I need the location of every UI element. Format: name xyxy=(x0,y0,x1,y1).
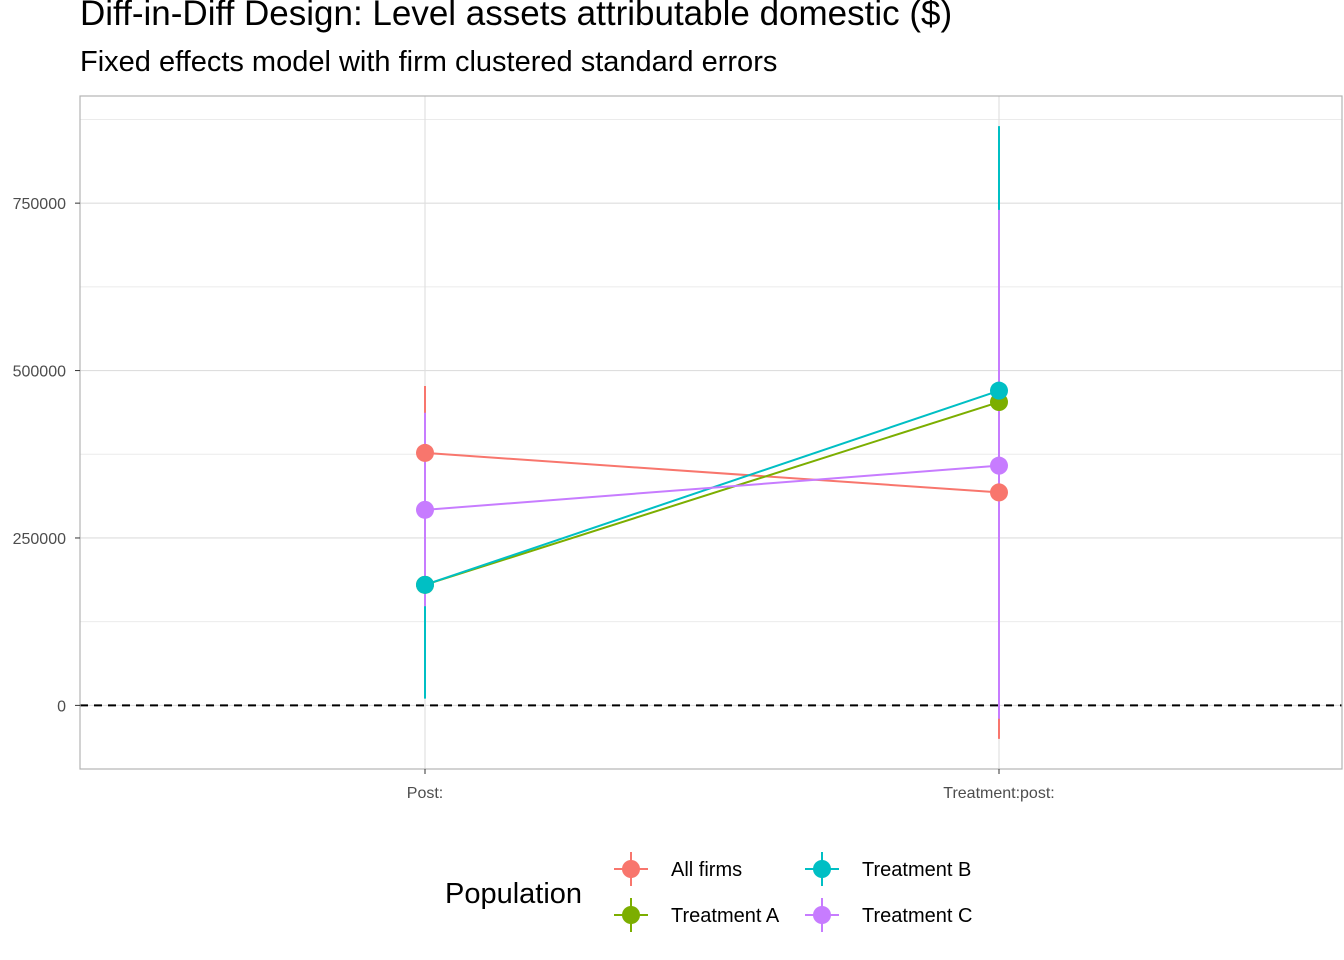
point-all-firms xyxy=(416,443,434,462)
legend-title: Population xyxy=(445,878,582,910)
point-treatment-c xyxy=(990,456,1008,475)
point-all-firms xyxy=(990,483,1008,502)
error-bars xyxy=(424,126,1000,739)
x-axis: Post: Treatment:post: xyxy=(407,769,1055,802)
series-line-treatment-a xyxy=(424,401,1000,586)
series-line-all-firms xyxy=(424,451,1000,494)
legend-label: Treatment C xyxy=(862,905,972,927)
legend-label: All firms xyxy=(671,859,742,881)
series-lines xyxy=(424,389,1000,586)
legend-key-treatment-c xyxy=(805,898,839,932)
legend: Population All firms Treatment A Treatment … xyxy=(445,852,972,932)
y-axis: 0 250000 500000 750000 xyxy=(13,196,80,715)
grid-lines xyxy=(80,96,1342,769)
point-treatment-c xyxy=(416,500,434,519)
legend-key-treatment-a xyxy=(614,898,648,932)
legend-key-point xyxy=(622,906,640,924)
y-tick-label: 750000 xyxy=(13,196,66,213)
legend-key-all-firms xyxy=(614,852,648,886)
chart-subtitle: Fixed effects model with firm clustered … xyxy=(80,46,778,78)
legend-label: Treatment B xyxy=(862,859,971,881)
legend-key-treatment-b xyxy=(805,852,839,886)
legend-key-point xyxy=(622,860,640,878)
chart-title: Diff-in-Diff Design: Level assets attrib… xyxy=(80,0,953,33)
y-tick-label: 0 xyxy=(57,698,66,715)
series-line-treatment-c xyxy=(424,464,1000,511)
legend-key-point xyxy=(813,860,831,878)
x-tick-label: Treatment:post: xyxy=(943,785,1054,802)
point-treatment-b xyxy=(416,575,434,594)
legend-label: Treatment A xyxy=(671,905,780,927)
x-tick-label: Post: xyxy=(407,785,443,802)
point-treatment-b xyxy=(990,381,1008,400)
y-tick-label: 250000 xyxy=(13,531,66,548)
data-points xyxy=(416,381,1008,594)
legend-key-point xyxy=(813,906,831,924)
y-tick-label: 500000 xyxy=(13,364,66,381)
plot-panel-border xyxy=(79,95,1343,770)
